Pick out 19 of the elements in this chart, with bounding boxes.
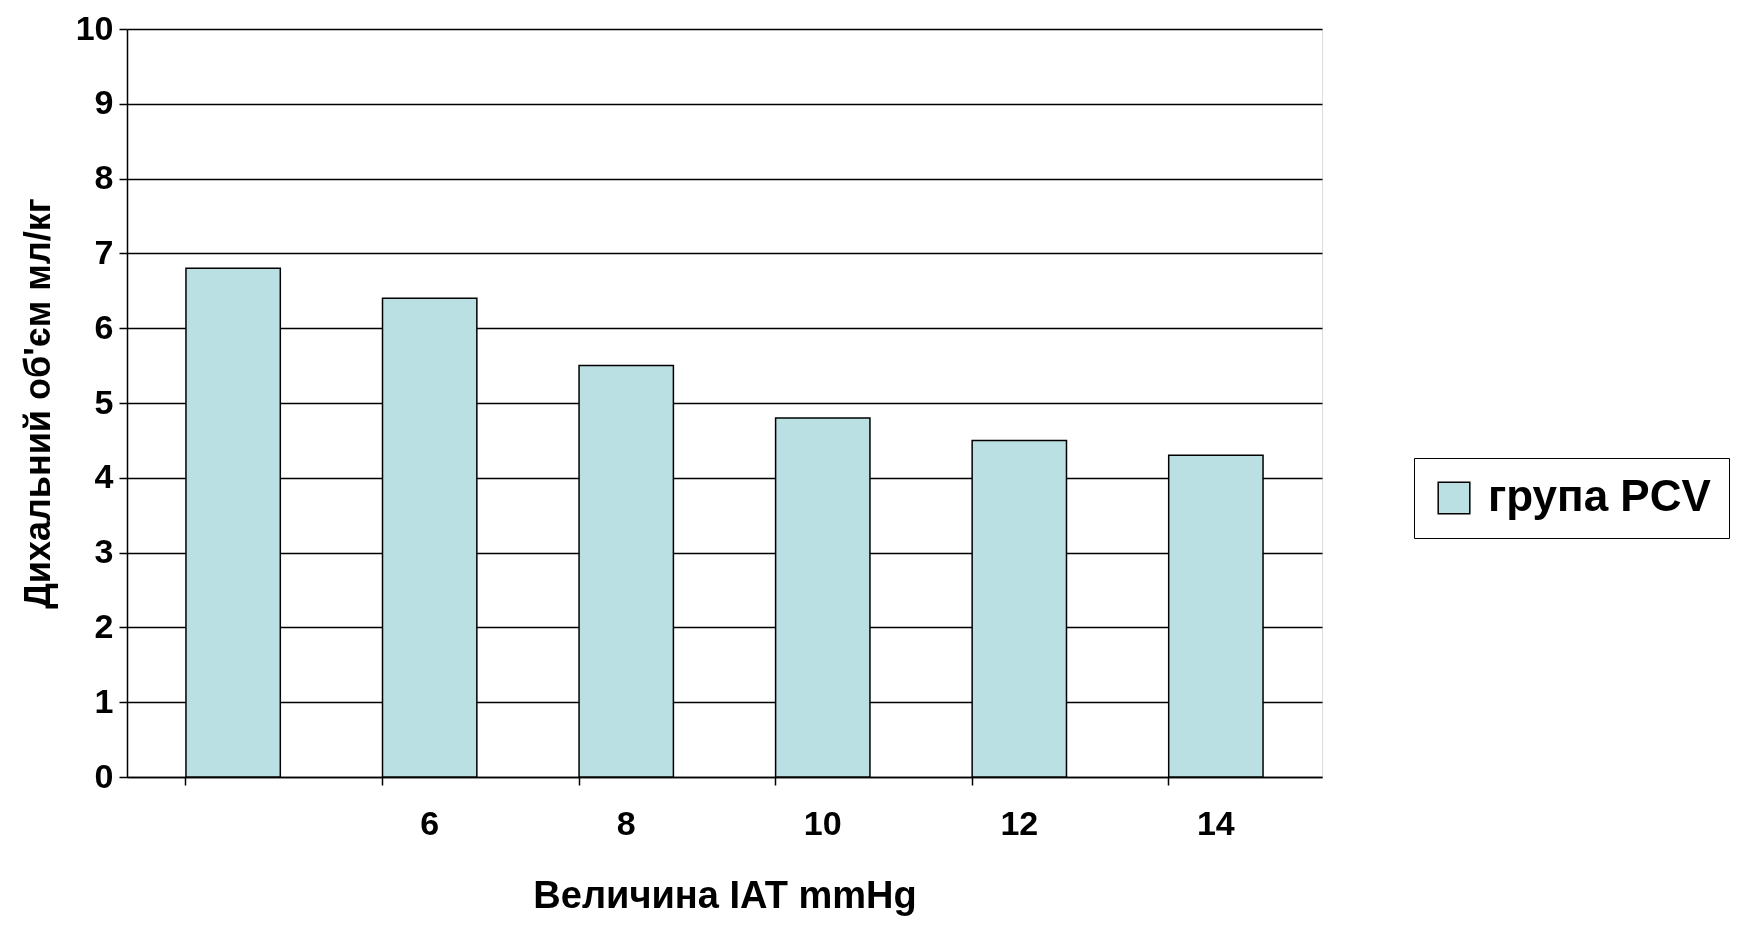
- y-tick-label: 5: [94, 382, 114, 421]
- legend-label: група PCV: [1488, 471, 1712, 520]
- y-tick-label: 10: [75, 8, 114, 47]
- y-tick-label: 4: [94, 457, 114, 496]
- x-axis-title: Величина IAT mmHg: [533, 873, 917, 916]
- x-tick-label: 12: [1000, 803, 1039, 842]
- y-tick-label: 3: [94, 532, 114, 571]
- y-tick-label: 9: [94, 83, 114, 122]
- x-tick-label: 8: [616, 803, 636, 842]
- y-tick-label: 1: [94, 681, 114, 720]
- y-tick-label: 7: [94, 232, 114, 271]
- x-tick-label: 10: [803, 803, 842, 842]
- y-tick-label: 6: [94, 307, 114, 346]
- x-tick-label: 6: [420, 803, 440, 842]
- y-tick-label: 8: [94, 158, 114, 197]
- x-tick-label: 14: [1196, 803, 1235, 842]
- y-tick-label: 2: [94, 606, 114, 645]
- y-axis-title: Дихальний об'єм мл/кг: [16, 198, 58, 609]
- y-tick-label: 0: [94, 756, 114, 795]
